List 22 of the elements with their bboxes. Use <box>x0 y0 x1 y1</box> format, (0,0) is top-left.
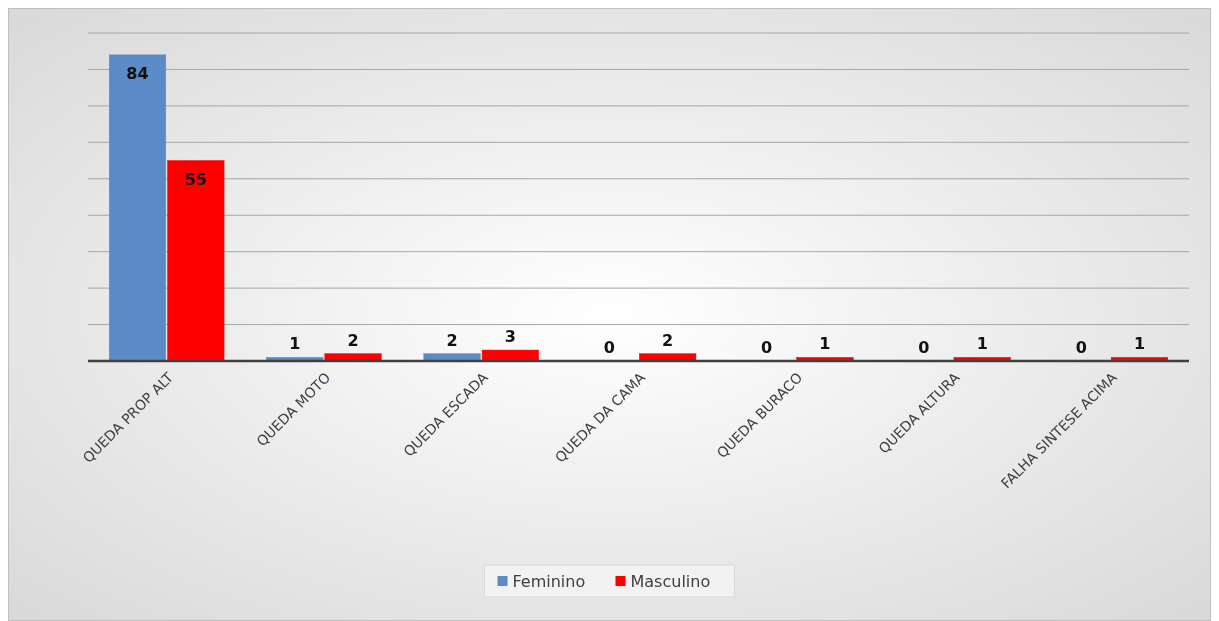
bar <box>481 349 539 362</box>
data-label: 84 <box>126 63 149 83</box>
data-label: 0 <box>1075 338 1087 357</box>
data-label: 3 <box>504 327 516 347</box>
data-label: 2 <box>446 330 458 350</box>
data-label: 1 <box>976 334 988 354</box>
data-label: 1 <box>819 334 831 354</box>
data-label: 0 <box>603 338 615 357</box>
data-label: 2 <box>347 330 359 350</box>
bar <box>324 353 382 362</box>
data-label: 0 <box>761 338 773 357</box>
legend-label: Feminino <box>512 571 586 591</box>
data-label: 55 <box>184 169 207 189</box>
bar <box>108 54 167 362</box>
data-label: 0 <box>918 338 930 357</box>
bar <box>167 160 225 362</box>
data-label: 1 <box>1133 334 1146 354</box>
bar <box>423 353 481 362</box>
bar <box>639 353 697 362</box>
data-label: 2 <box>662 330 674 350</box>
data-label: 1 <box>289 334 301 354</box>
legend-label: Masculino <box>630 571 711 591</box>
